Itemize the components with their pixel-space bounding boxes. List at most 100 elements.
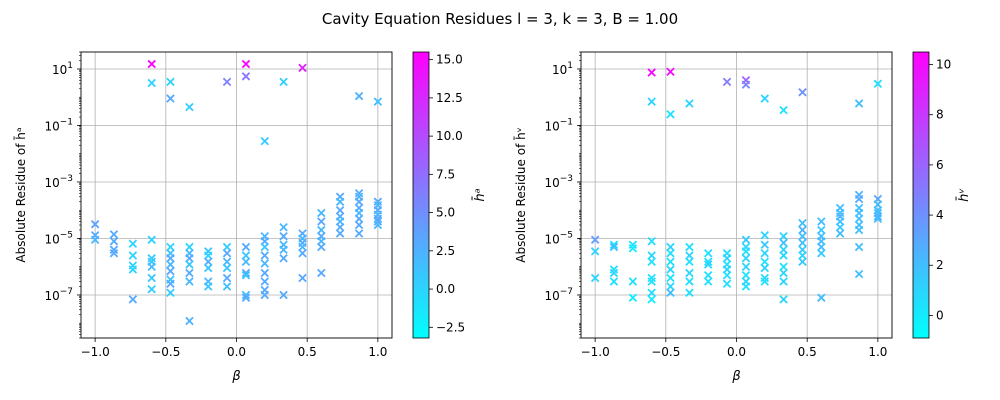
data-point — [798, 88, 807, 97]
marker-stroke — [666, 257, 675, 266]
figure-title: Cavity Equation Residues l = 3, k = 3, B… — [322, 10, 678, 28]
data-point — [260, 290, 270, 300]
marker-stroke — [854, 214, 864, 223]
data-point — [873, 212, 883, 221]
data-point — [185, 253, 194, 263]
marker-stroke — [722, 77, 732, 87]
data-point — [666, 288, 675, 297]
data-point — [241, 271, 251, 280]
marker-stroke — [260, 136, 270, 146]
data-point — [703, 249, 713, 258]
data-point — [317, 242, 326, 252]
data-point — [741, 253, 751, 263]
marker-stroke — [335, 223, 345, 232]
marker-stroke — [798, 257, 807, 266]
data-point — [185, 102, 194, 112]
marker-stroke — [685, 277, 694, 286]
data-point — [722, 253, 732, 263]
marker-stroke — [147, 59, 156, 69]
data-point — [354, 220, 364, 230]
marker-stroke — [647, 68, 656, 77]
data-point — [760, 277, 770, 286]
y-axis-label: Absolute Residue of h̄ᵃ — [14, 127, 28, 262]
axes-frame — [80, 51, 393, 339]
marker-stroke — [647, 97, 656, 106]
data-point — [260, 251, 270, 260]
marker-stroke — [798, 238, 807, 248]
data-point — [222, 257, 232, 266]
marker-stroke — [185, 260, 194, 269]
data-point — [647, 236, 656, 246]
data-point — [128, 295, 138, 304]
data-point — [354, 214, 364, 223]
marker-stroke — [354, 91, 364, 101]
marker-stroke — [354, 214, 364, 223]
data-point — [817, 249, 826, 258]
data-point — [647, 277, 656, 286]
data-point — [241, 59, 251, 69]
data-point — [779, 232, 788, 241]
data-point — [590, 235, 600, 245]
marker-stroke — [354, 197, 364, 206]
marker-stroke — [779, 262, 788, 271]
x-tick-label: −1.0 — [581, 345, 610, 359]
marker-stroke — [128, 295, 138, 304]
marker-stroke — [817, 293, 826, 302]
marker-stroke — [260, 251, 270, 260]
data-point — [666, 257, 675, 266]
marker-stroke — [260, 268, 270, 278]
marker-stroke — [109, 236, 119, 246]
data-point — [760, 94, 770, 103]
y-tick-label: 10−7 — [544, 287, 573, 303]
data-point — [166, 253, 175, 263]
data-point — [166, 77, 175, 87]
data-point — [798, 238, 807, 248]
marker-stroke — [703, 260, 713, 269]
marker-stroke — [685, 242, 694, 252]
marker-stroke — [279, 290, 288, 300]
data-point — [185, 242, 194, 252]
marker-stroke — [741, 253, 751, 263]
data-point — [817, 225, 826, 235]
marker-stroke — [703, 277, 713, 286]
x-tick-label: 1.0 — [868, 345, 887, 359]
y-tick-label: 10−1 — [44, 118, 73, 134]
y-tick-label: 10−1 — [544, 118, 573, 134]
marker-stroke — [166, 279, 175, 288]
data-point — [298, 242, 307, 252]
marker-stroke — [241, 242, 251, 252]
data-point — [147, 273, 156, 283]
marker-stroke — [335, 197, 345, 206]
data-point — [741, 235, 751, 245]
data-point — [279, 232, 288, 241]
data-point — [741, 247, 751, 256]
marker-stroke — [703, 249, 713, 258]
marker-stroke — [854, 225, 864, 235]
marker-stroke — [722, 253, 732, 263]
marker-stroke — [647, 257, 656, 266]
marker-stroke — [779, 295, 788, 304]
colorbar-tick-label: 5.0 — [436, 206, 455, 220]
marker-stroke — [147, 78, 156, 88]
marker-stroke — [185, 268, 194, 278]
marker-stroke — [222, 263, 232, 273]
marker-stroke — [317, 225, 326, 235]
marker-stroke — [760, 257, 770, 266]
marker-stroke — [241, 271, 251, 280]
data-point — [779, 238, 788, 248]
data-point — [647, 251, 656, 260]
marker-stroke — [203, 257, 213, 266]
data-point — [835, 223, 845, 232]
colorbar-tick-label: 10 — [936, 58, 951, 72]
colorbar-tick-label: 2.5 — [436, 244, 455, 258]
data-point — [166, 266, 175, 276]
data-point — [685, 251, 694, 260]
data-point — [798, 225, 807, 235]
marker-stroke — [590, 247, 600, 256]
data-point — [590, 273, 600, 283]
marker-stroke — [166, 94, 175, 103]
data-point — [628, 277, 638, 286]
colorbar-tick-label: 7.5 — [436, 167, 455, 181]
marker-stroke — [354, 229, 364, 238]
marker-stroke — [666, 242, 675, 252]
